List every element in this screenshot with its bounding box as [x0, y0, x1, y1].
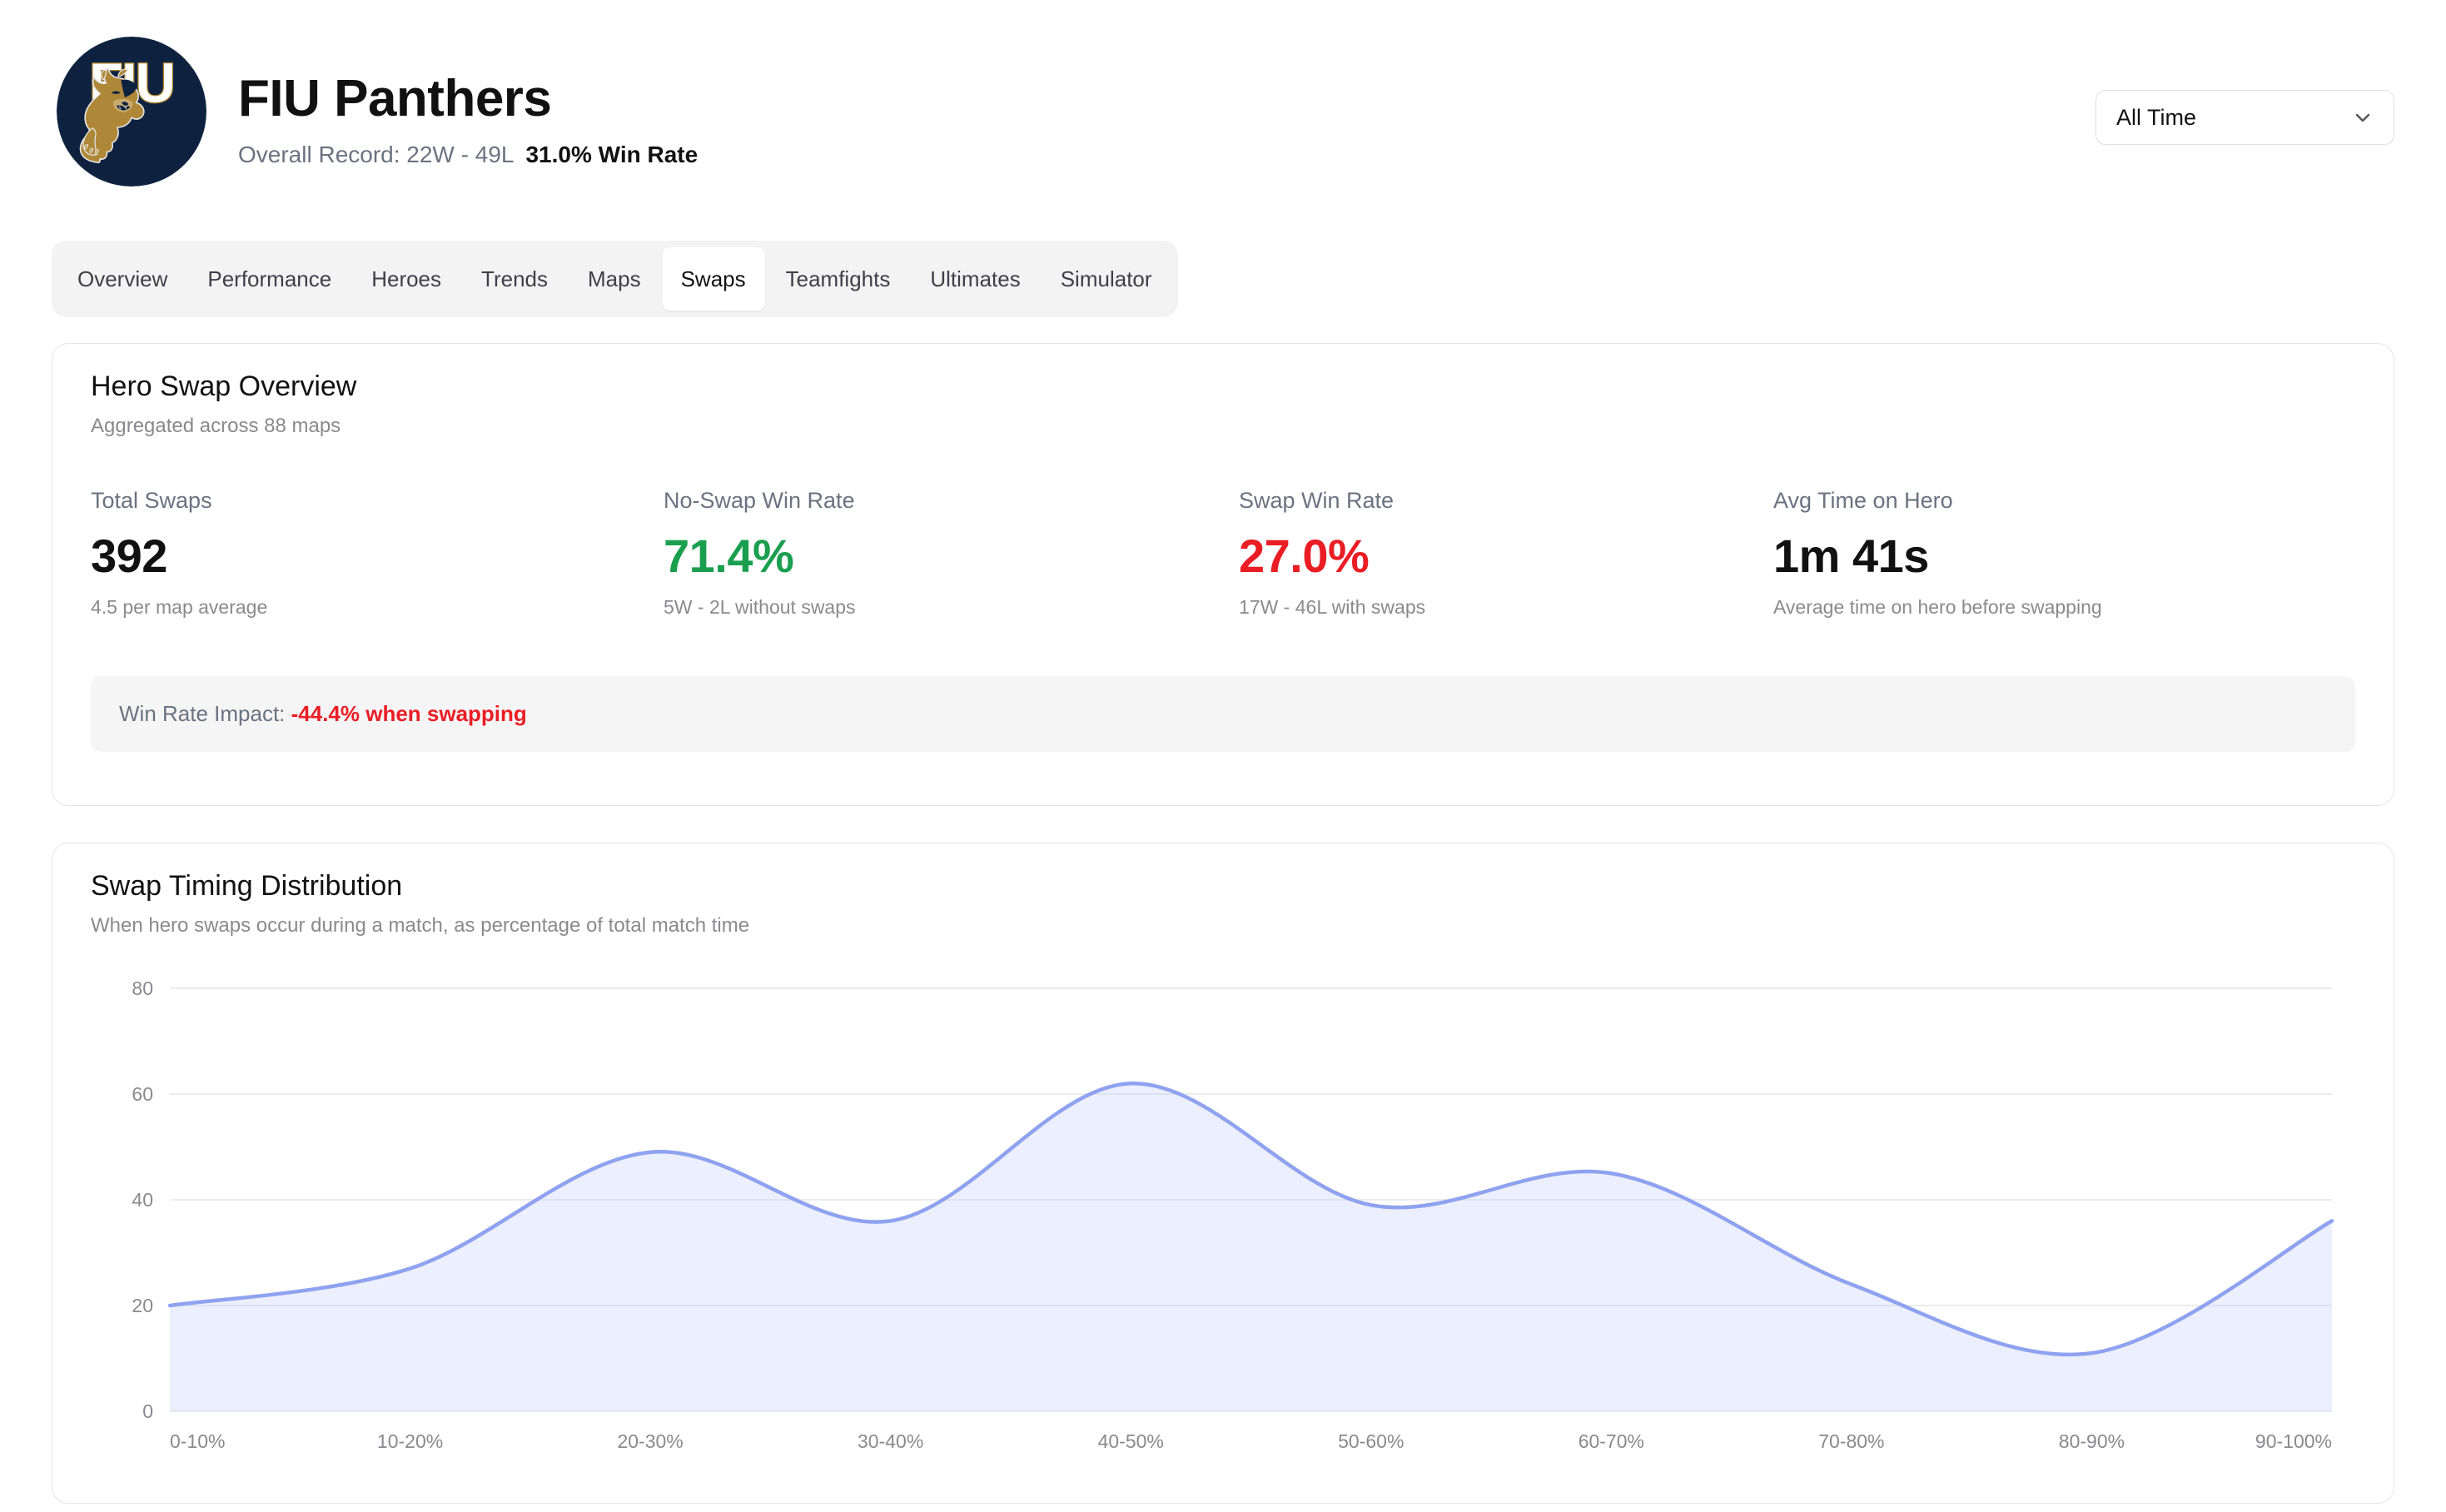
svg-text:90-100%: 90-100%	[2255, 1430, 2332, 1452]
svg-text:60: 60	[132, 1083, 153, 1105]
svg-text:60-70%: 60-70%	[1578, 1430, 1644, 1452]
svg-text:0: 0	[142, 1400, 153, 1422]
svg-text:80-90%: 80-90%	[2059, 1430, 2125, 1452]
svg-text:40-50%: 40-50%	[1098, 1430, 1164, 1452]
svg-text:10-20%: 10-20%	[377, 1430, 443, 1452]
svg-text:30-40%: 30-40%	[858, 1430, 923, 1452]
svg-text:80: 80	[132, 977, 153, 999]
svg-text:20: 20	[132, 1295, 153, 1316]
svg-text:70-80%: 70-80%	[1818, 1430, 1884, 1452]
svg-text:50-60%: 50-60%	[1338, 1430, 1404, 1452]
svg-text:40: 40	[132, 1189, 153, 1211]
svg-text:0-10%: 0-10%	[170, 1430, 225, 1452]
svg-text:20-30%: 20-30%	[617, 1430, 683, 1452]
